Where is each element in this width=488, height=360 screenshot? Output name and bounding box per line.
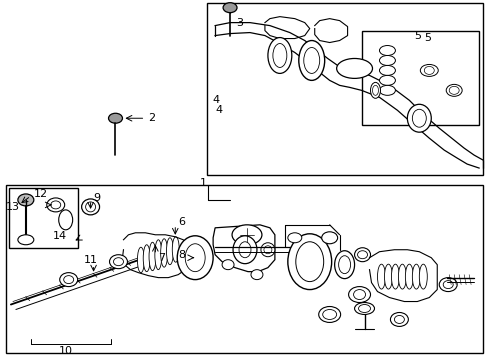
Text: 14: 14 <box>53 231 67 241</box>
Ellipse shape <box>411 109 426 127</box>
Ellipse shape <box>60 273 78 287</box>
Ellipse shape <box>233 236 256 264</box>
Ellipse shape <box>318 306 340 323</box>
Ellipse shape <box>379 85 395 95</box>
Ellipse shape <box>113 258 123 266</box>
Ellipse shape <box>424 67 433 75</box>
Ellipse shape <box>85 202 95 212</box>
Ellipse shape <box>384 264 392 289</box>
Ellipse shape <box>143 245 150 272</box>
Text: 10: 10 <box>59 346 73 356</box>
Ellipse shape <box>261 243 274 257</box>
Text: 9: 9 <box>93 193 101 203</box>
Bar <box>361 31 478 125</box>
Ellipse shape <box>348 287 370 302</box>
Ellipse shape <box>161 239 167 267</box>
Ellipse shape <box>81 199 100 215</box>
Bar <box>9 188 78 248</box>
Ellipse shape <box>222 260 234 270</box>
Ellipse shape <box>223 3 237 13</box>
Ellipse shape <box>287 233 301 243</box>
Ellipse shape <box>18 194 34 206</box>
Ellipse shape <box>295 242 323 282</box>
Ellipse shape <box>18 235 34 245</box>
Ellipse shape <box>264 246 271 254</box>
Ellipse shape <box>438 278 456 292</box>
Text: 5: 5 <box>424 32 430 42</box>
Bar <box>207 3 482 175</box>
Ellipse shape <box>407 104 430 132</box>
Ellipse shape <box>63 276 74 284</box>
Text: 8: 8 <box>178 250 185 260</box>
Ellipse shape <box>185 244 205 272</box>
Ellipse shape <box>47 198 64 212</box>
Ellipse shape <box>334 251 354 279</box>
Text: 7: 7 <box>158 253 165 263</box>
Ellipse shape <box>287 234 331 289</box>
Text: 12: 12 <box>34 189 48 199</box>
Ellipse shape <box>389 312 407 327</box>
Ellipse shape <box>303 48 319 73</box>
Ellipse shape <box>298 41 324 80</box>
Polygon shape <box>213 225 274 272</box>
Text: 2: 2 <box>148 113 155 123</box>
Ellipse shape <box>448 86 458 94</box>
Text: 1: 1 <box>199 178 206 188</box>
Ellipse shape <box>338 256 350 274</box>
Ellipse shape <box>420 64 437 76</box>
Ellipse shape <box>149 242 156 271</box>
Ellipse shape <box>321 232 337 244</box>
Ellipse shape <box>357 251 367 259</box>
Ellipse shape <box>379 45 395 55</box>
Ellipse shape <box>172 237 179 262</box>
Ellipse shape <box>177 236 213 280</box>
Ellipse shape <box>108 113 122 123</box>
Ellipse shape <box>405 264 412 289</box>
Ellipse shape <box>272 44 286 67</box>
Ellipse shape <box>377 264 385 289</box>
Ellipse shape <box>51 201 61 209</box>
Ellipse shape <box>59 210 73 230</box>
Ellipse shape <box>336 58 372 78</box>
Ellipse shape <box>370 82 380 98</box>
Bar <box>6 185 482 353</box>
Ellipse shape <box>411 264 420 289</box>
Text: 13: 13 <box>6 202 20 212</box>
Ellipse shape <box>155 240 162 270</box>
Ellipse shape <box>322 310 336 319</box>
Ellipse shape <box>354 248 370 262</box>
Ellipse shape <box>390 264 399 289</box>
Ellipse shape <box>419 264 427 289</box>
Ellipse shape <box>379 75 395 85</box>
Ellipse shape <box>358 305 370 312</box>
Text: 5: 5 <box>413 31 421 41</box>
Text: 11: 11 <box>83 255 98 265</box>
Ellipse shape <box>232 225 262 245</box>
Ellipse shape <box>239 242 250 258</box>
Ellipse shape <box>379 55 395 66</box>
Ellipse shape <box>166 238 173 265</box>
Text: 6: 6 <box>178 217 185 227</box>
Ellipse shape <box>372 85 378 95</box>
Ellipse shape <box>109 255 127 269</box>
Ellipse shape <box>398 264 406 289</box>
Ellipse shape <box>442 280 452 289</box>
Ellipse shape <box>394 315 404 323</box>
Ellipse shape <box>354 302 374 315</box>
Ellipse shape <box>267 37 291 73</box>
Ellipse shape <box>379 66 395 75</box>
Text: 4: 4 <box>212 95 219 105</box>
Text: 4: 4 <box>215 105 222 115</box>
Text: 3: 3 <box>236 18 243 28</box>
Ellipse shape <box>137 247 144 273</box>
Ellipse shape <box>250 270 263 280</box>
Ellipse shape <box>353 289 365 300</box>
Ellipse shape <box>446 84 461 96</box>
